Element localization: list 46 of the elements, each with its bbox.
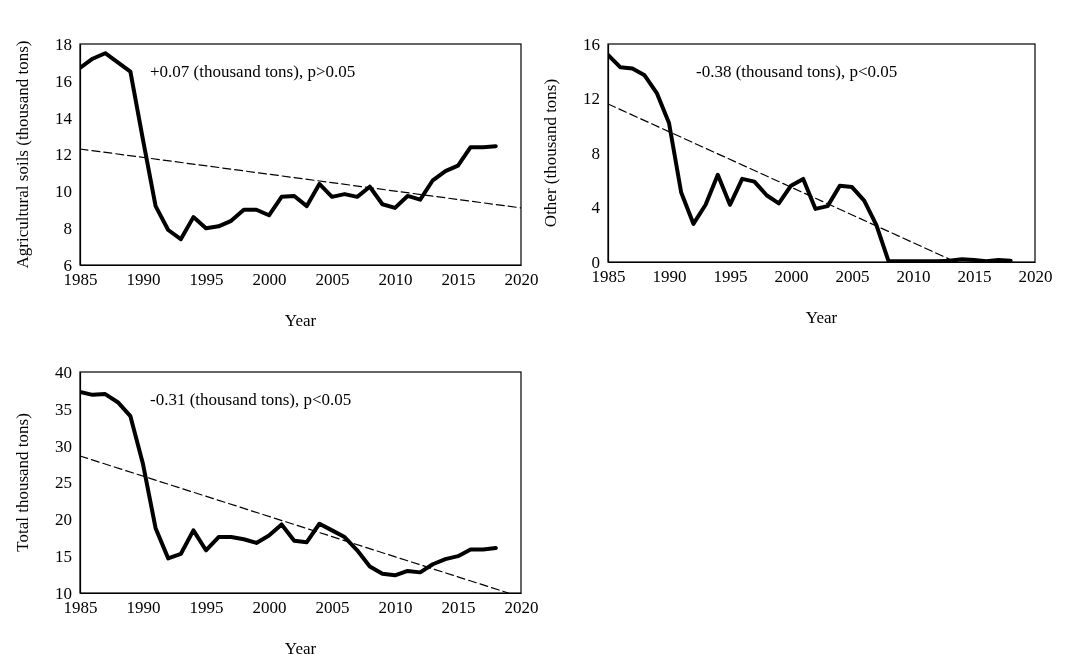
x-tick-label: 1995 — [189, 598, 224, 618]
x-tick-label: 2000 — [252, 270, 287, 290]
x-tick-label: 2020 — [504, 598, 539, 618]
y-axis-title: Total thousand tons) — [13, 413, 32, 552]
x-tick-label: 2000 — [252, 598, 287, 618]
y-tick-label: 4 — [591, 198, 601, 218]
x-tick-label: 2005 — [315, 598, 350, 618]
y-tick-label: 12 — [55, 145, 72, 165]
x-axis-title: Year — [284, 311, 317, 330]
y-tick-label: 25 — [55, 473, 72, 493]
y-tick-label: 12 — [583, 89, 600, 109]
y-tick-label: 14 — [55, 108, 73, 128]
x-tick-label: 1995 — [189, 270, 224, 290]
y-tick-label: 15 — [55, 547, 72, 567]
x-tick-label: 2010 — [896, 267, 931, 287]
x-tick-label: 2010 — [378, 598, 413, 618]
x-tick-label: 2020 — [504, 270, 539, 290]
annotation: -0.38 (thousand tons), p<0.05 — [696, 62, 898, 81]
y-tick-label: 8 — [63, 219, 72, 239]
y-tick-label: 18 — [55, 34, 72, 54]
y-tick-label: 16 — [55, 71, 72, 91]
x-tick-label: 2015 — [441, 598, 476, 618]
x-tick-label: 2005 — [315, 270, 350, 290]
x-tick-label: 2005 — [835, 267, 870, 287]
y-axis-title: Agricultural soils (thousand tons) — [13, 40, 32, 269]
y-tick-label: 16 — [583, 34, 600, 54]
y-tick-label: 10 — [55, 182, 72, 202]
y-tick-label: 35 — [55, 399, 72, 419]
y-tick-label: 40 — [55, 362, 72, 382]
y-tick-label: 30 — [55, 436, 72, 456]
x-axis-title: Year — [805, 308, 838, 327]
x-tick-label: 1990 — [126, 270, 161, 290]
y-tick-label: 20 — [55, 510, 72, 530]
annotation: +0.07 (thousand tons), p>0.05 — [150, 62, 356, 81]
annotation: -0.31 (thousand tons), p<0.05 — [150, 390, 352, 409]
x-tick-label: 1990 — [126, 598, 161, 618]
x-tick-label: 2015 — [441, 270, 476, 290]
x-tick-label: 1995 — [713, 267, 748, 287]
x-axis-title: Year — [284, 639, 317, 654]
y-tick-label: 8 — [591, 143, 600, 163]
x-tick-label: 2010 — [378, 270, 413, 290]
y-axis-title: Other (thousand tons) — [541, 78, 560, 228]
x-tick-label: 2020 — [1018, 267, 1053, 287]
x-tick-label: 2000 — [774, 267, 809, 287]
x-tick-label: 1990 — [652, 267, 687, 287]
x-tick-label: 2015 — [957, 267, 992, 287]
